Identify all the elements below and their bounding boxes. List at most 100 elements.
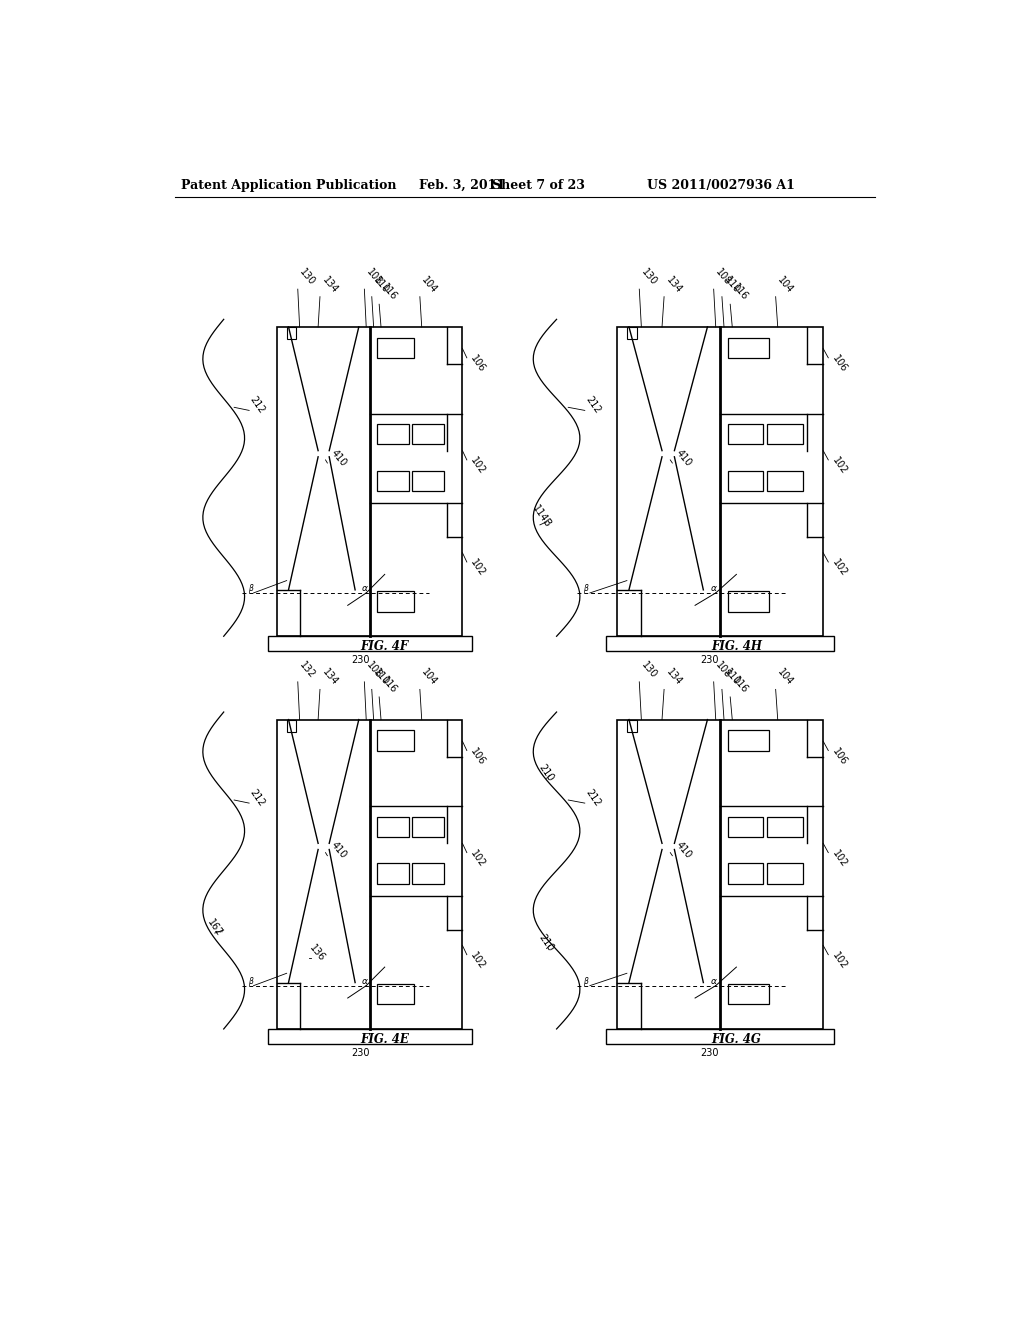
Text: FIG. 4E: FIG. 4E (360, 1032, 410, 1045)
Text: 130: 130 (639, 267, 658, 288)
Bar (767, 424, 803, 445)
Bar (728, 338, 769, 358)
Bar (278, 327, 463, 636)
Text: 102: 102 (468, 455, 487, 477)
Bar (268, 636, 472, 651)
Text: 130: 130 (639, 660, 658, 680)
Text: FIG. 4F: FIG. 4F (360, 640, 409, 653)
Text: 114B: 114B (529, 504, 553, 529)
Text: 136: 136 (307, 942, 327, 962)
Bar (377, 863, 409, 883)
Text: 110: 110 (722, 668, 741, 688)
Text: 108: 108 (365, 660, 384, 680)
Text: $\beta$: $\beta$ (248, 582, 254, 595)
Bar (728, 591, 769, 611)
Text: 134: 134 (665, 275, 684, 296)
Bar (616, 719, 823, 1030)
Bar (606, 636, 834, 651)
Text: 110: 110 (372, 275, 391, 296)
Text: 104: 104 (420, 668, 439, 688)
Text: 108: 108 (714, 267, 733, 288)
Text: 102: 102 (829, 558, 849, 578)
Text: 102: 102 (468, 558, 487, 578)
Bar (413, 863, 444, 883)
Text: 104: 104 (775, 275, 795, 296)
Bar (377, 730, 415, 751)
Text: FIG. 4G: FIG. 4G (712, 1032, 761, 1045)
Text: 410: 410 (675, 841, 694, 861)
Bar (728, 730, 769, 751)
Text: 102: 102 (829, 849, 849, 870)
Text: 116: 116 (379, 675, 398, 696)
Text: 102: 102 (829, 950, 849, 972)
Text: 410: 410 (330, 841, 349, 861)
Bar (728, 817, 763, 837)
Bar (377, 591, 415, 611)
Bar (413, 817, 444, 837)
Text: US 2011/0027936 A1: US 2011/0027936 A1 (647, 180, 795, 193)
Bar (413, 471, 444, 491)
Text: $\beta$: $\beta$ (584, 975, 590, 989)
Text: 132: 132 (298, 660, 317, 680)
Text: 212: 212 (248, 395, 266, 416)
Bar (767, 471, 803, 491)
Text: 106: 106 (468, 746, 487, 767)
Bar (728, 424, 763, 445)
Text: 212: 212 (584, 787, 602, 808)
Bar (606, 1030, 834, 1044)
Text: 212: 212 (248, 787, 266, 808)
Text: 410: 410 (330, 447, 349, 469)
Text: $\alpha$: $\alpha$ (710, 977, 718, 986)
Text: 134: 134 (319, 668, 339, 688)
Text: 110: 110 (372, 668, 391, 688)
Text: 102: 102 (468, 950, 487, 972)
Text: 134: 134 (319, 275, 339, 296)
Text: 116: 116 (730, 675, 750, 696)
Bar (287, 327, 296, 339)
Bar (287, 719, 296, 733)
Text: 230: 230 (700, 1048, 719, 1057)
Text: 162: 162 (206, 917, 224, 939)
Bar (767, 863, 803, 883)
Bar (728, 471, 763, 491)
Bar (627, 719, 637, 733)
Text: 230: 230 (351, 655, 370, 665)
Bar (616, 327, 823, 636)
Text: 110: 110 (722, 275, 741, 296)
Text: 116: 116 (730, 282, 750, 302)
Text: Patent Application Publication: Patent Application Publication (180, 180, 396, 193)
Text: 210: 210 (537, 933, 555, 953)
Text: 102: 102 (468, 849, 487, 870)
Text: 106: 106 (468, 354, 487, 375)
Text: 104: 104 (775, 668, 795, 688)
Text: $\alpha$: $\alpha$ (361, 585, 369, 594)
Bar (377, 985, 415, 1005)
Bar (728, 985, 769, 1005)
Text: 108: 108 (714, 660, 733, 680)
Bar (413, 424, 444, 445)
Bar (767, 817, 803, 837)
Text: 106: 106 (829, 746, 849, 767)
Text: 102: 102 (829, 455, 849, 477)
Text: 210: 210 (537, 763, 555, 784)
Bar (377, 471, 409, 491)
Text: 106: 106 (829, 354, 849, 375)
Text: 108: 108 (365, 267, 384, 288)
Text: $\alpha$: $\alpha$ (710, 585, 718, 594)
Bar (377, 338, 415, 358)
Bar (627, 327, 637, 339)
Text: $\beta$: $\beta$ (584, 582, 590, 595)
Text: $\beta$: $\beta$ (248, 975, 254, 989)
Bar (377, 817, 409, 837)
Text: 130: 130 (298, 267, 317, 288)
Text: Sheet 7 of 23: Sheet 7 of 23 (493, 180, 585, 193)
Text: $\alpha$: $\alpha$ (361, 977, 369, 986)
Text: 230: 230 (700, 655, 719, 665)
Text: Feb. 3, 2011: Feb. 3, 2011 (419, 180, 505, 193)
Text: 134: 134 (665, 668, 684, 688)
Bar (377, 424, 409, 445)
Bar (728, 863, 763, 883)
Text: FIG. 4H: FIG. 4H (711, 640, 762, 653)
Text: 116: 116 (379, 282, 398, 302)
Text: 104: 104 (420, 275, 439, 296)
